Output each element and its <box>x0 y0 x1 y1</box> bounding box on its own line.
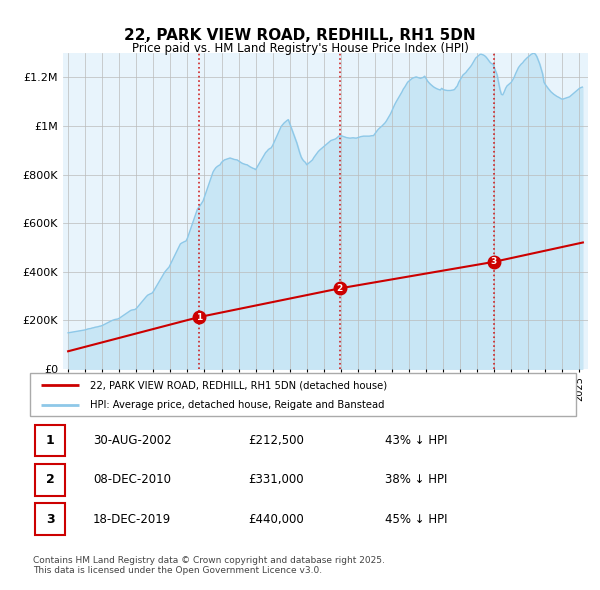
FancyBboxPatch shape <box>30 373 576 416</box>
Text: £212,500: £212,500 <box>248 434 304 447</box>
Text: 08-DEC-2010: 08-DEC-2010 <box>93 473 171 486</box>
Text: 3: 3 <box>46 513 55 526</box>
Text: 3: 3 <box>490 257 497 267</box>
Text: HPI: Average price, detached house, Reigate and Banstead: HPI: Average price, detached house, Reig… <box>90 401 385 410</box>
Text: 43% ↓ HPI: 43% ↓ HPI <box>385 434 448 447</box>
Text: 2: 2 <box>46 473 55 486</box>
FancyBboxPatch shape <box>35 503 65 535</box>
Text: Contains HM Land Registry data © Crown copyright and database right 2025.
This d: Contains HM Land Registry data © Crown c… <box>33 556 385 575</box>
Text: 22, PARK VIEW ROAD, REDHILL, RH1 5DN: 22, PARK VIEW ROAD, REDHILL, RH1 5DN <box>124 28 476 43</box>
Text: 18-DEC-2019: 18-DEC-2019 <box>93 513 171 526</box>
Text: 2: 2 <box>337 284 343 293</box>
Text: 22, PARK VIEW ROAD, REDHILL, RH1 5DN (detached house): 22, PARK VIEW ROAD, REDHILL, RH1 5DN (de… <box>90 381 387 391</box>
FancyBboxPatch shape <box>35 464 65 496</box>
Text: 1: 1 <box>46 434 55 447</box>
Text: 38% ↓ HPI: 38% ↓ HPI <box>385 473 447 486</box>
Text: 30-AUG-2002: 30-AUG-2002 <box>93 434 172 447</box>
Text: £331,000: £331,000 <box>248 473 304 486</box>
Text: 1: 1 <box>196 313 202 322</box>
Text: £440,000: £440,000 <box>248 513 304 526</box>
Text: Price paid vs. HM Land Registry's House Price Index (HPI): Price paid vs. HM Land Registry's House … <box>131 42 469 55</box>
Text: 45% ↓ HPI: 45% ↓ HPI <box>385 513 448 526</box>
FancyBboxPatch shape <box>35 425 65 456</box>
